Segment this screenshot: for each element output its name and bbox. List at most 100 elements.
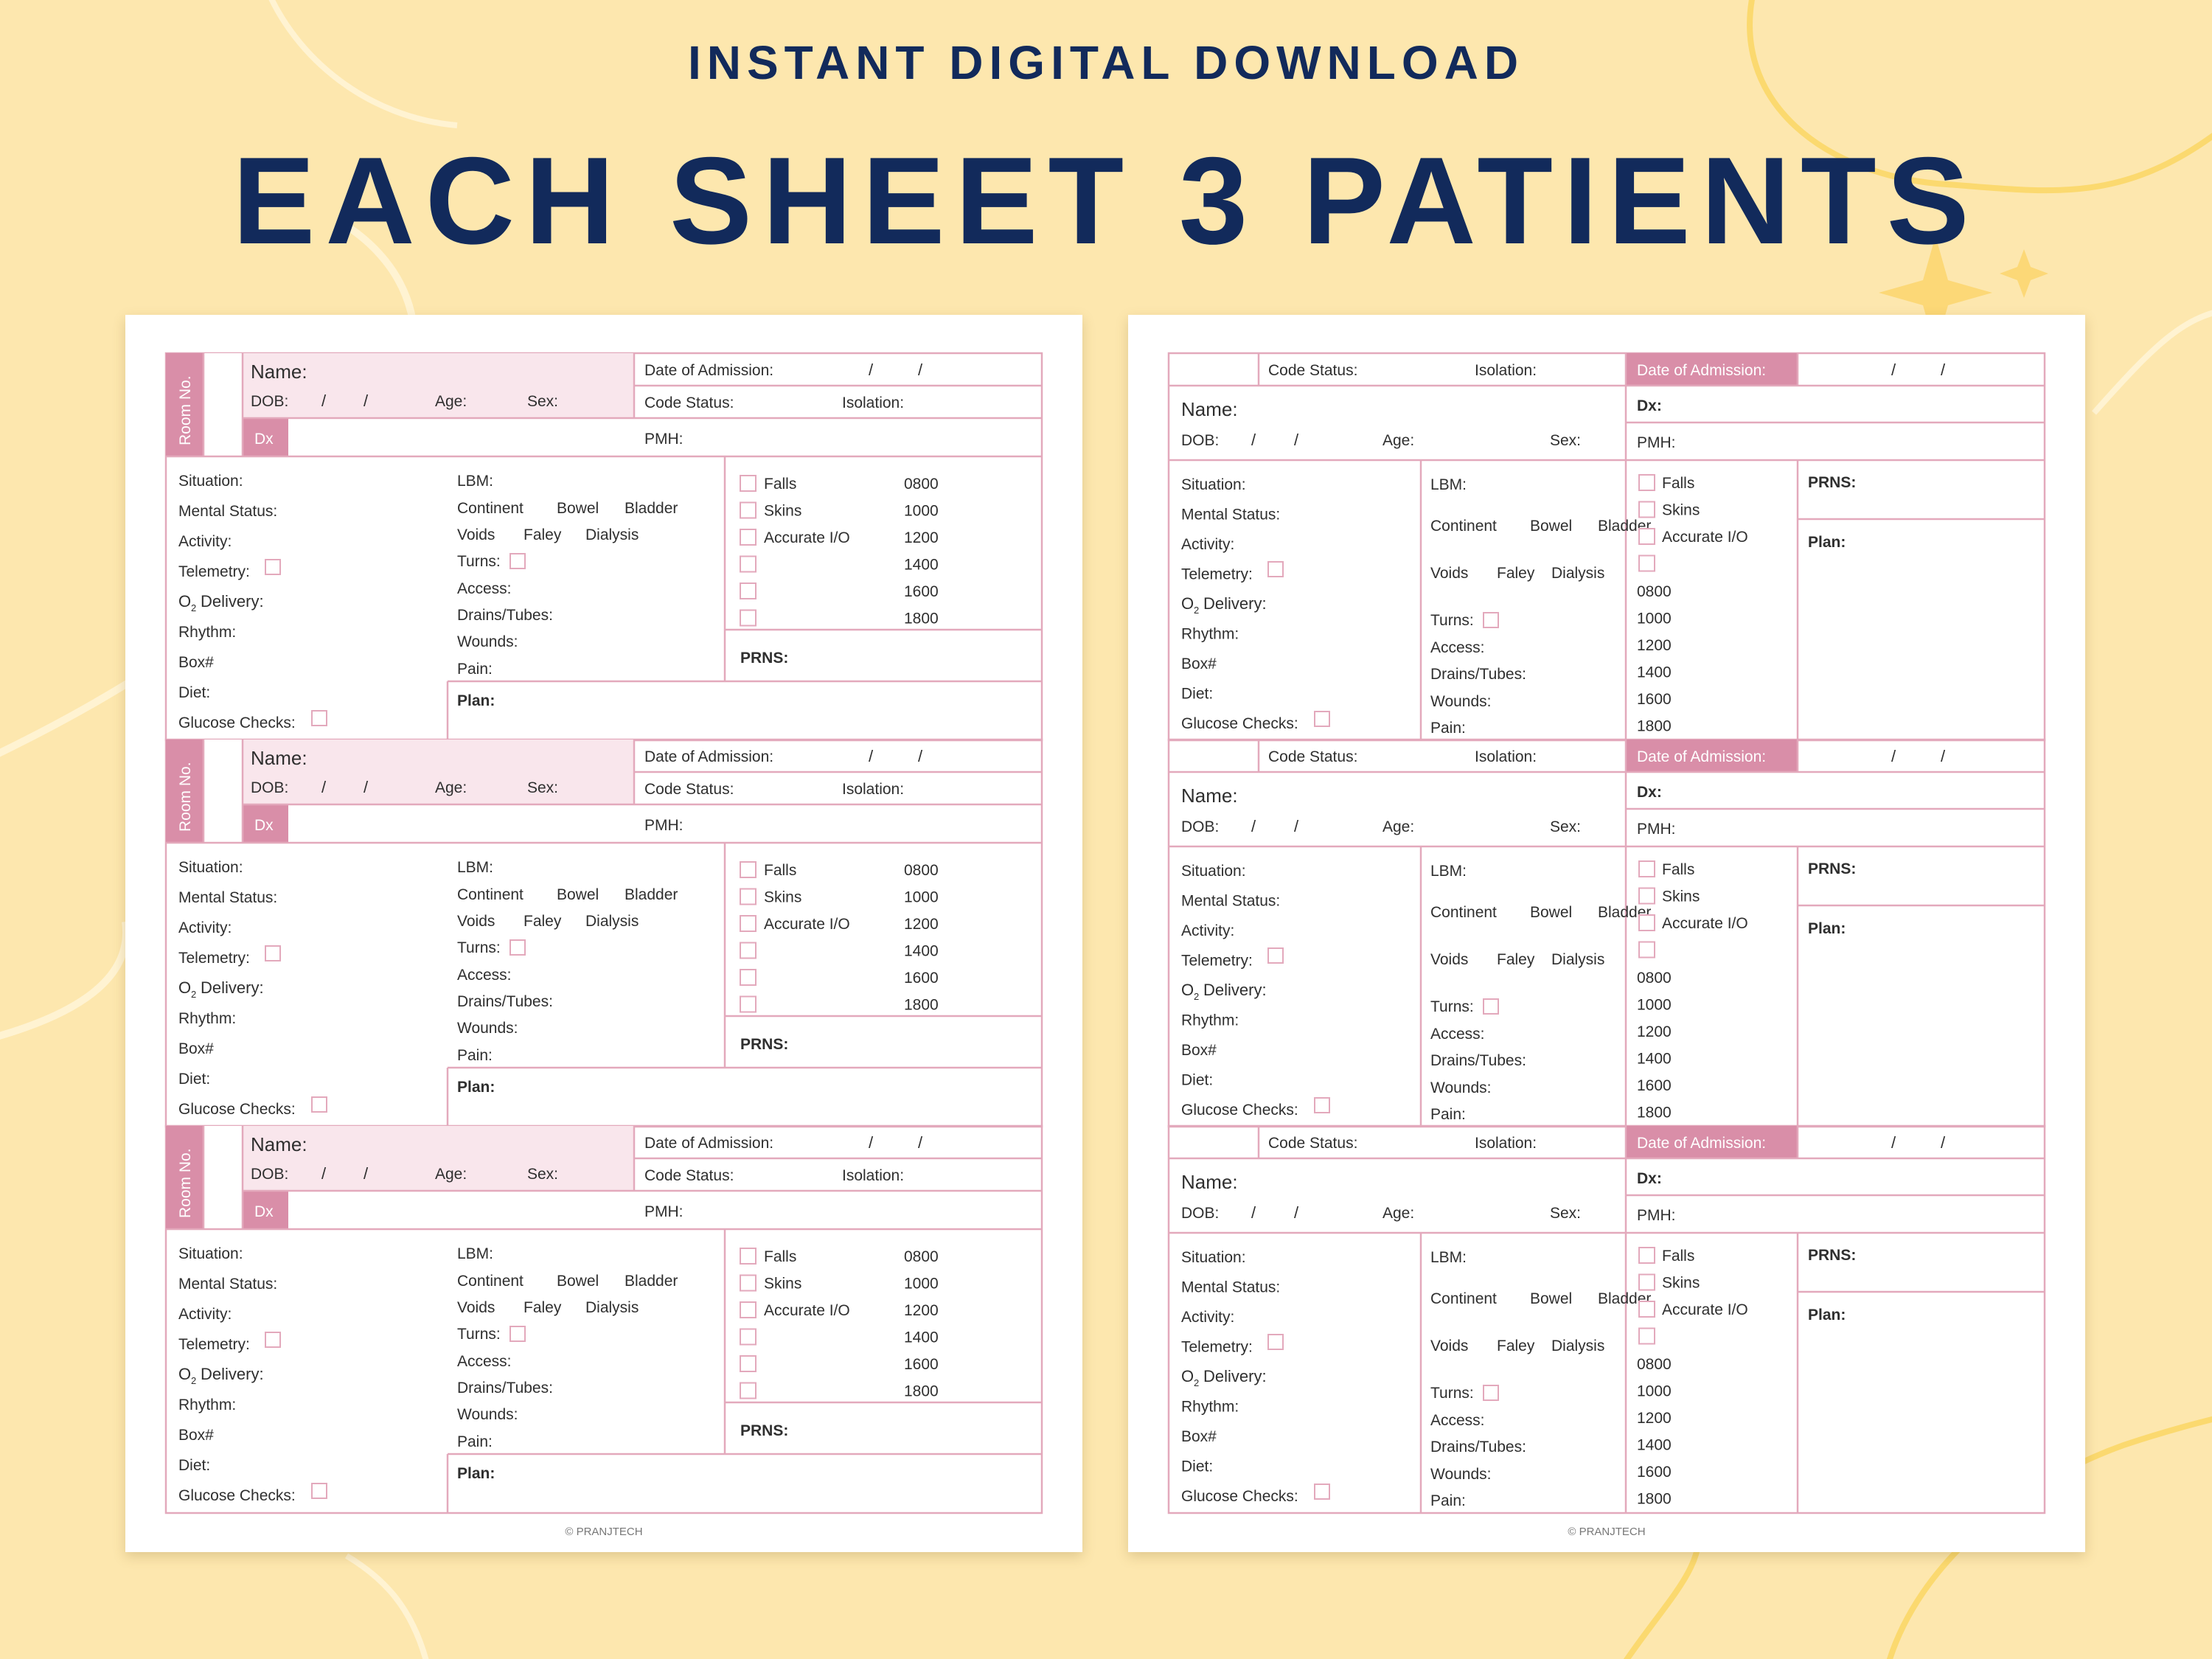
care-checkbox[interactable] — [1638, 1273, 1655, 1291]
care-checkbox[interactable] — [740, 995, 757, 1013]
date-slash: / — [321, 1164, 327, 1183]
care-checkbox[interactable] — [740, 1248, 757, 1265]
time-label: 1400 — [1637, 1437, 1672, 1454]
label-turns: Turns: — [1430, 1385, 1474, 1402]
care-checkbox[interactable] — [740, 555, 757, 573]
care-checkbox[interactable] — [740, 475, 757, 492]
care-checkbox[interactable] — [1638, 887, 1655, 905]
date-slash: / — [1891, 747, 1896, 765]
label-glucose-checks: Glucose Checks: — [178, 1101, 296, 1118]
label-drains-tubes: Drains/Tubes: — [457, 993, 553, 1010]
care-checkbox[interactable] — [740, 969, 757, 986]
care-checkbox[interactable] — [1638, 1247, 1655, 1264]
glucose-checks-checkbox[interactable] — [311, 1096, 327, 1113]
care-checkbox[interactable] — [1638, 941, 1655, 959]
label-access: Access: — [1430, 639, 1485, 656]
label-date-of-admission: Date of Admission: — [1637, 748, 1766, 765]
label-age: Age: — [435, 779, 467, 796]
label-name: Name: — [1181, 785, 1238, 807]
label-voids: Voids — [457, 913, 495, 930]
label-diet: Diet: — [178, 684, 210, 701]
care-checkbox[interactable] — [740, 1301, 757, 1318]
label-drains-tubes: Drains/Tubes: — [1430, 666, 1526, 683]
care-checkbox[interactable] — [740, 1274, 757, 1292]
care-checkbox[interactable] — [740, 609, 757, 627]
label-dob: DOB: — [1181, 432, 1219, 449]
label-voids: Voids — [1430, 951, 1468, 968]
telemetry-checkbox[interactable] — [265, 1332, 281, 1348]
label-drains-tubes: Drains/Tubes: — [1430, 1052, 1526, 1069]
care-checkbox[interactable] — [1638, 914, 1655, 931]
care-checkbox[interactable] — [1638, 528, 1655, 545]
label-sex: Sex: — [527, 393, 558, 410]
care-checkbox[interactable] — [740, 1328, 757, 1346]
care-checkbox[interactable] — [740, 1382, 757, 1399]
care-checkbox[interactable] — [1638, 860, 1655, 877]
care-checkbox[interactable] — [1638, 474, 1655, 491]
turns-checkbox[interactable] — [1483, 612, 1499, 628]
label-voids: Voids — [1430, 1338, 1468, 1354]
label-pmh: PMH: — [644, 431, 684, 448]
label-o2-delivery: Delivery: — [201, 1365, 264, 1383]
time-label: 1800 — [904, 997, 939, 1014]
label-bowel: Bowel — [557, 1273, 599, 1290]
label-faley: Faley — [524, 913, 562, 930]
glucose-checks-checkbox[interactable] — [311, 710, 327, 726]
label-access: Access: — [457, 1353, 512, 1370]
label-plan: Plan: — [457, 1465, 495, 1482]
label-room-no: Room No. — [177, 762, 194, 832]
label-wounds: Wounds: — [1430, 693, 1492, 710]
label-rhythm: Rhythm: — [178, 1010, 236, 1027]
glucose-checks-checkbox[interactable] — [311, 1483, 327, 1499]
label-pain: Pain: — [1430, 720, 1466, 737]
label-bowel: Bowel — [557, 886, 599, 903]
care-checkbox[interactable] — [740, 1355, 757, 1372]
label-bladder: Bladder — [625, 886, 678, 903]
telemetry-checkbox[interactable] — [1267, 1334, 1284, 1350]
telemetry-checkbox[interactable] — [265, 945, 281, 961]
label-isolation: Isolation: — [842, 781, 904, 798]
glucose-checks-checkbox[interactable] — [1314, 1484, 1330, 1500]
label-activity: Activity: — [1181, 536, 1234, 553]
turns-checkbox[interactable] — [509, 939, 526, 956]
glucose-checks-checkbox[interactable] — [1314, 711, 1330, 727]
time-label: 1400 — [904, 943, 939, 960]
label-rhythm: Rhythm: — [178, 1397, 236, 1413]
date-slash: / — [869, 1133, 874, 1152]
care-checkbox[interactable] — [740, 501, 757, 519]
telemetry-checkbox[interactable] — [1267, 561, 1284, 577]
date-slash: / — [1251, 1203, 1256, 1222]
label-turns: Turns: — [1430, 998, 1474, 1015]
label-o2-delivery: Delivery: — [201, 978, 264, 997]
turns-checkbox[interactable] — [1483, 998, 1499, 1015]
care-checkbox[interactable] — [1638, 554, 1655, 572]
time-label: 0800 — [1637, 1356, 1672, 1373]
care-checkbox[interactable] — [740, 529, 757, 546]
turns-checkbox[interactable] — [509, 1326, 526, 1342]
care-checkbox[interactable] — [740, 942, 757, 959]
care-checkbox[interactable] — [740, 888, 757, 905]
care-checkbox[interactable] — [740, 915, 757, 932]
care-checkbox[interactable] — [1638, 1301, 1655, 1318]
label-pain: Pain: — [1430, 1106, 1466, 1123]
time-label: 1200 — [1637, 637, 1672, 654]
care-checkbox[interactable] — [1638, 1327, 1655, 1345]
telemetry-checkbox[interactable] — [1267, 947, 1284, 964]
sparkle-icon-large — [1879, 236, 1992, 349]
label-isolation: Isolation: — [1475, 1135, 1537, 1152]
time-label: 1000 — [1637, 997, 1672, 1014]
label-rhythm: Rhythm: — [178, 624, 236, 641]
date-slash: / — [364, 778, 369, 796]
time-label: 1600 — [1637, 1077, 1672, 1094]
label-falls: Falls — [1662, 861, 1694, 878]
label-o2: O — [1181, 1367, 1194, 1385]
label-continent: Continent — [457, 500, 524, 517]
care-checkbox[interactable] — [740, 582, 757, 599]
care-checkbox[interactable] — [740, 861, 757, 878]
label-age: Age: — [1382, 432, 1414, 449]
turns-checkbox[interactable] — [1483, 1385, 1499, 1401]
glucose-checks-checkbox[interactable] — [1314, 1097, 1330, 1113]
telemetry-checkbox[interactable] — [265, 559, 281, 575]
turns-checkbox[interactable] — [509, 553, 526, 569]
care-checkbox[interactable] — [1638, 501, 1655, 518]
